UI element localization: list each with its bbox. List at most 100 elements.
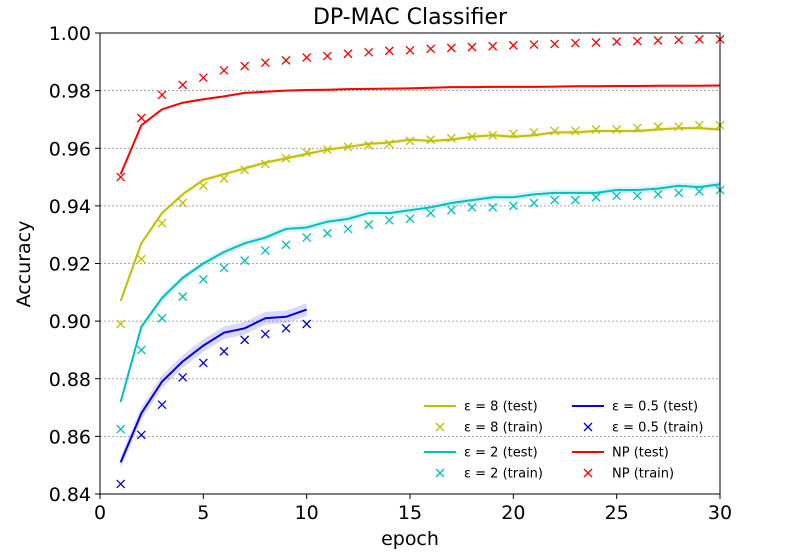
- eps-2-train-point: [384, 215, 394, 225]
- eps-2-test-band: [120, 180, 720, 406]
- axis-layer: 0.84 0.86 0.88 0.90 0.92 0.94 0.96 0.98 1.00 0 5 10…: [49, 23, 732, 524]
- x-tick-label: 10: [295, 502, 319, 524]
- eps-0-5-train-point: [198, 358, 208, 368]
- eps-8-train-point: [240, 165, 250, 175]
- eps-8-train-point: [302, 148, 312, 158]
- x-tick-label: 5: [197, 502, 209, 524]
- eps-8-train-point: [116, 319, 126, 329]
- eps-0-5-test-line: [119, 308, 307, 463]
- legend-eps-0-5-train-label: ε = 0.5 (train): [612, 421, 703, 436]
- eps-2-train-point: [488, 202, 498, 212]
- legend-np-test-label: NP (test): [612, 446, 669, 461]
- eps-8-train-point: [591, 125, 601, 134]
- eps-2-train-point: [632, 191, 642, 201]
- eps-2-train-point: [467, 202, 477, 212]
- legend-eps-8-test-label: ε = 8 (test): [464, 400, 538, 415]
- np-train-point: [591, 38, 601, 47]
- eps-2-train-point: [529, 198, 539, 208]
- eps-8-train-point: [178, 198, 188, 208]
- x-tick-label: 15: [398, 502, 422, 524]
- np-train-point: [178, 80, 188, 90]
- np-train-point: [653, 36, 663, 45]
- eps-8-test-band: [120, 125, 720, 304]
- eps-8-train-point: [632, 123, 642, 133]
- legend-eps-0-5-test-label: ε = 0.5 (test): [612, 400, 698, 415]
- legend: ε = 8 (test) ε = 8 (train) ε = 2 (test) ε =…: [424, 400, 703, 482]
- eps-2-train-point: [281, 240, 291, 250]
- np-train-point: [529, 40, 539, 49]
- legend-eps-0-5-train-swatch: [583, 422, 593, 432]
- eps-0-5-train-point: [116, 479, 126, 489]
- eps-0-5-train-point: [219, 346, 229, 356]
- x-tick-label: 0: [94, 502, 106, 524]
- x-tick-label: 20: [501, 502, 525, 524]
- eps-2-train-point: [694, 187, 704, 196]
- np-train-point: [612, 37, 622, 47]
- np-train-point: [550, 39, 560, 49]
- np-train-point: [219, 65, 229, 75]
- np-train-point: [343, 49, 353, 59]
- np-train-point: [116, 172, 126, 182]
- eps-8-train-point: [508, 129, 518, 139]
- np-train-point: [467, 42, 477, 52]
- eps-0-5-test-band: [120, 303, 307, 469]
- y-tick-label: 0.90: [49, 311, 91, 333]
- band-layer: [120, 84, 720, 469]
- eps-2-train-point: [426, 208, 436, 218]
- eps-8-train-point: [426, 135, 436, 145]
- np-test-line: [119, 84, 721, 175]
- np-train-point: [405, 45, 415, 55]
- eps-2-train-point: [364, 220, 374, 230]
- y-tick-label: 0.94: [49, 196, 91, 218]
- eps-8-test-line: [119, 127, 721, 302]
- eps-0-5-train-point: [136, 430, 146, 440]
- eps-2-train-point: [612, 191, 622, 201]
- np-train-point: [136, 113, 146, 123]
- np-train-point: [302, 53, 312, 62]
- eps-2-train-point: [178, 292, 188, 302]
- np-train-point: [426, 44, 436, 54]
- np-train-point: [260, 58, 270, 68]
- eps-8-train-point: [343, 142, 353, 152]
- eps-2-train-point: [219, 263, 229, 273]
- legend-eps-8-train-label: ε = 8 (train): [464, 421, 543, 436]
- eps-8-train-point: [674, 122, 684, 132]
- eps-2-train-point: [591, 192, 601, 202]
- eps-8-train-point: [612, 125, 622, 134]
- eps-2-train-point: [260, 246, 270, 255]
- np-train-point: [570, 38, 580, 48]
- eps-0-5-train-point: [302, 319, 312, 329]
- np-train-point: [240, 61, 250, 71]
- eps-8-train-point: [364, 140, 374, 150]
- y-tick-label: 0.86: [49, 426, 91, 448]
- np-train-point: [157, 90, 167, 100]
- y-axis-label: Accuracy: [13, 221, 35, 308]
- np-train-point: [694, 34, 704, 44]
- eps-0-5-train-point: [240, 335, 250, 345]
- legend-np-train-label: NP (train): [612, 467, 674, 482]
- chart-title: DP-MAC Classifier: [313, 5, 508, 30]
- eps-8-train-point: [322, 145, 332, 155]
- y-tick-label: 0.84: [49, 484, 91, 506]
- legend-np-train-swatch: [583, 468, 593, 478]
- eps-2-train-point: [446, 205, 456, 215]
- eps-2-train-point: [157, 313, 167, 323]
- eps-2-train-point: [116, 424, 126, 434]
- eps-8-train-point: [198, 181, 208, 191]
- eps-8-train-point: [281, 153, 291, 163]
- eps-0-5-train-point: [178, 372, 188, 382]
- eps-2-train-point: [302, 233, 312, 243]
- eps-2-train-point: [136, 345, 146, 355]
- marker-layer: [116, 34, 725, 489]
- y-tick-label: 0.92: [49, 254, 91, 276]
- eps-2-train-point: [674, 188, 684, 198]
- np-train-point: [322, 51, 332, 61]
- eps-2-train-point: [405, 214, 415, 224]
- y-tick-label: 0.96: [49, 138, 91, 160]
- eps-8-train-point: [446, 133, 456, 143]
- eps-2-train-point: [508, 201, 518, 211]
- eps-8-train-point: [467, 132, 477, 142]
- np-train-point: [281, 55, 291, 65]
- np-train-point: [508, 40, 518, 50]
